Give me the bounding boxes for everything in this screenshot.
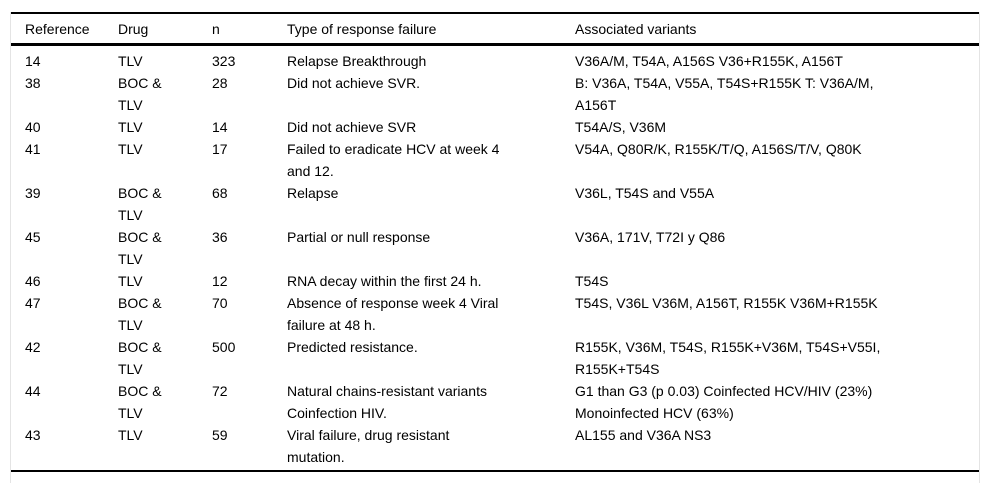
header-type-of-response-failure: Type of response failure: [287, 13, 575, 46]
cell-variants: V36L, T54S and V55A: [575, 185, 715, 201]
cell-drug: TLV: [118, 427, 143, 443]
cell-variants: V54A, Q80R/K, R155K/T/Q, A156S/T/V, Q80K: [575, 141, 862, 157]
table-row: 42 BOC & TLV 500 Predicted resistance. R155K…: [11, 336, 979, 380]
cell-type: Did not achieve SVR: [287, 119, 417, 135]
header-associated-variants: Associated variants: [575, 13, 979, 46]
cell-reference: 42: [25, 339, 41, 355]
cell-n: 28: [212, 75, 228, 91]
cell-reference: 46: [25, 273, 41, 289]
cell-reference: 39: [25, 185, 41, 201]
cell-variants: R155K, V36M, T54S, R155K+V36M, T54S+V55I…: [575, 339, 881, 377]
header-row: Reference Drug n Type of response failur…: [11, 13, 979, 46]
cell-n: 500: [212, 339, 236, 355]
table-row: 44 BOC & TLV 72 Natural chains-resistant va…: [11, 380, 979, 424]
cell-drug: BOC & TLV: [118, 339, 162, 377]
cell-type: Viral failure, drug resistant mutation.: [287, 427, 450, 465]
cell-n: 70: [212, 295, 228, 311]
cell-drug: TLV: [118, 141, 143, 157]
cell-variants: B: V36A, T54A, V55A, T54S+R155K T: V36A/…: [575, 75, 874, 113]
cell-reference: 41: [25, 141, 41, 157]
cell-n: 17: [212, 141, 228, 157]
cell-n: 59: [212, 427, 228, 443]
cell-drug: BOC & TLV: [118, 229, 162, 267]
cell-n: 72: [212, 383, 228, 399]
cell-type: Did not achieve SVR.: [287, 75, 421, 91]
cell-variants: V36A/M, T54A, A156S V36+R155K, A156T: [575, 53, 843, 69]
cell-variants: T54S: [575, 273, 609, 289]
cell-type: Relapse Breakthrough: [287, 53, 427, 69]
cell-type: Natural chains-resistant variants Coinfe…: [287, 383, 487, 421]
table-row: 40 TLV 14 Did not achieve SVR T54A/S, V36M: [11, 116, 979, 138]
table-body: 14 TLV 323 Relapse Breakthrough V36A/M, T54A…: [11, 45, 979, 472]
header-drug: Drug: [118, 13, 212, 46]
cell-n: 323: [212, 53, 236, 69]
cell-reference: 14: [25, 53, 41, 69]
table-row: 39 BOC & TLV 68 Relapse V36L, T54S and V55A: [11, 182, 979, 226]
cell-drug: BOC & TLV: [118, 185, 162, 223]
cell-variants: V36A, 171V, T72I y Q86: [575, 229, 726, 245]
cell-n: 12: [212, 273, 228, 289]
cell-n: 14: [212, 119, 228, 135]
cell-variants: AL155 and V36A NS3: [575, 427, 712, 443]
cell-type: Relapse: [287, 185, 339, 201]
response-failure-variants-table: Reference Drug n Type of response failur…: [11, 12, 979, 472]
cell-n: 36: [212, 229, 228, 245]
cell-type: Predicted resistance.: [287, 339, 418, 355]
cell-drug: BOC & TLV: [118, 383, 162, 421]
cell-reference: 47: [25, 295, 41, 311]
cell-drug: BOC & TLV: [118, 75, 162, 113]
cell-type: Failed to eradicate HCV at week 4 and 12…: [287, 141, 500, 179]
cell-n: 68: [212, 185, 228, 201]
cell-variants: G1 than G3 (p 0.03) Coinfected HCV/HIV (…: [575, 383, 873, 421]
cell-type: RNA decay within the first 24 h.: [287, 273, 482, 289]
cell-drug: TLV: [118, 273, 143, 289]
cell-reference: 45: [25, 229, 41, 245]
header-reference: Reference: [11, 13, 118, 46]
header-n: n: [212, 13, 287, 46]
cell-reference: 40: [25, 119, 41, 135]
cell-type: Partial or null response: [287, 229, 431, 245]
cell-drug: TLV: [118, 53, 143, 69]
variants-table-container: Reference Drug n Type of response failur…: [10, 12, 980, 483]
cell-reference: 38: [25, 75, 41, 91]
cell-reference: 44: [25, 383, 41, 399]
cell-reference: 43: [25, 427, 41, 443]
table-row: 41 TLV 17 Failed to eradicate HCV at week 4…: [11, 138, 979, 182]
table-row: 38 BOC & TLV 28 Did not achieve SVR. B: V36A…: [11, 72, 979, 116]
cell-variants: T54A/S, V36M: [575, 119, 667, 135]
cell-variants: T54S, V36L V36M, A156T, R155K V36M+R155K: [575, 295, 878, 311]
cell-type: Absence of response week 4 Viral failure…: [287, 295, 499, 333]
table-header: Reference Drug n Type of response failur…: [11, 13, 979, 46]
cell-drug: BOC & TLV: [118, 295, 162, 333]
table-row: 47 BOC & TLV 70 Absence of response week 4 …: [11, 292, 979, 336]
table-row: 46 TLV 12 RNA decay within the first 24 h. T…: [11, 270, 979, 292]
table-row: 45 BOC & TLV 36 Partial or null response V36…: [11, 226, 979, 270]
table-row: 43 TLV 59 Viral failure, drug resistant mut…: [11, 424, 979, 471]
table-row: 14 TLV 323 Relapse Breakthrough V36A/M, T54A…: [11, 45, 979, 73]
cell-drug: TLV: [118, 119, 143, 135]
